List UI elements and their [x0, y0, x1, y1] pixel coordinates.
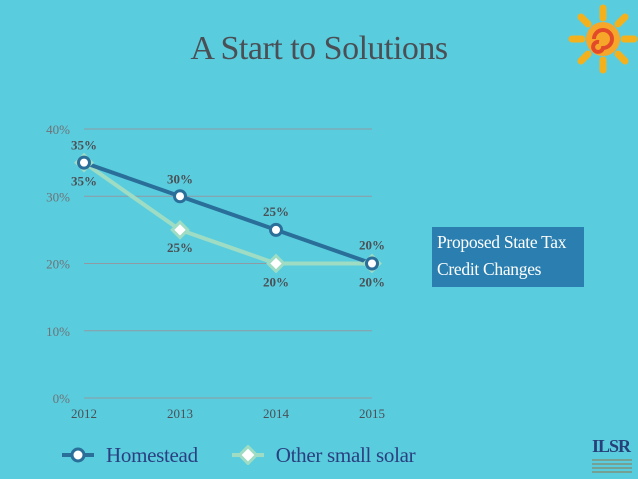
sun-rays-icon	[568, 4, 638, 74]
slide-title: A Start to Solutions	[190, 30, 448, 67]
point-homestead	[173, 189, 187, 204]
x-tick-label: 2013	[167, 406, 193, 421]
x-tick-label: 2012	[71, 406, 97, 421]
ilsr-logo: ILSR	[592, 436, 631, 456]
point-other-small-solar	[266, 253, 286, 274]
homestead-marker-icon	[62, 447, 94, 463]
x-tick-label: 2015	[359, 406, 385, 421]
point-homestead	[269, 222, 283, 237]
data-label-other-small-solar: 25%	[167, 240, 193, 255]
data-label-other-small-solar: 20%	[359, 275, 385, 290]
y-tick-label: 40%	[46, 122, 70, 137]
other-small-solar-marker-icon	[231, 445, 264, 465]
y-tick-label: 20%	[46, 257, 70, 272]
point-homestead	[77, 155, 91, 170]
series-line-homestead	[83, 160, 373, 266]
y-tick-label: 10%	[46, 324, 70, 339]
callout-box: Proposed State Tax Credit Changes	[432, 227, 584, 287]
data-label-homestead: 35%	[71, 138, 97, 153]
y-tick-label: 30%	[46, 189, 70, 204]
legend-item-homestead: Homestead	[60, 443, 198, 468]
sun-logo	[568, 4, 638, 74]
legend-label-other-small-solar: Other small solar	[275, 442, 416, 467]
series-line-other-small-solar	[82, 160, 372, 266]
data-label-homestead: 20%	[359, 238, 385, 253]
line-chart: 0%10%20%30%40%2012 2013 2014 201535%30%25%2…	[46, 122, 385, 421]
point-homestead	[365, 256, 379, 271]
point-other-small-solar	[170, 219, 190, 240]
y-tick-label: 0%	[53, 391, 71, 406]
chart-legend: Homestead Other small solar	[60, 440, 447, 470]
legend-label-homestead: Homestead	[106, 442, 198, 467]
x-tick-label: 2014	[263, 406, 290, 421]
data-label-homestead: 25%	[263, 204, 289, 219]
data-label-other-small-solar: 20%	[263, 275, 289, 290]
legend-item-other-small-solar: Other small solar	[230, 443, 416, 468]
data-label-other-small-solar: 35%	[71, 174, 97, 189]
ilsr-logo-subtext	[592, 459, 632, 473]
data-label-homestead: 30%	[167, 171, 193, 186]
